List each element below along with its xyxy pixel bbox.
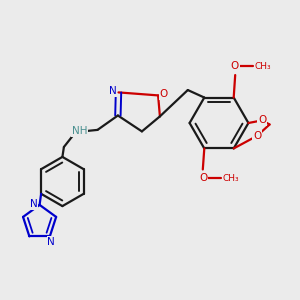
Text: NH: NH [72, 126, 87, 136]
Text: N: N [47, 237, 55, 247]
Text: N: N [109, 86, 116, 96]
Text: O: O [231, 61, 239, 71]
Text: CH₃: CH₃ [255, 61, 272, 70]
Text: O: O [199, 173, 207, 184]
Text: O: O [253, 131, 261, 141]
Text: CH₃: CH₃ [222, 174, 239, 183]
Text: N: N [30, 199, 38, 209]
Text: O: O [258, 116, 266, 125]
Text: O: O [159, 89, 168, 99]
